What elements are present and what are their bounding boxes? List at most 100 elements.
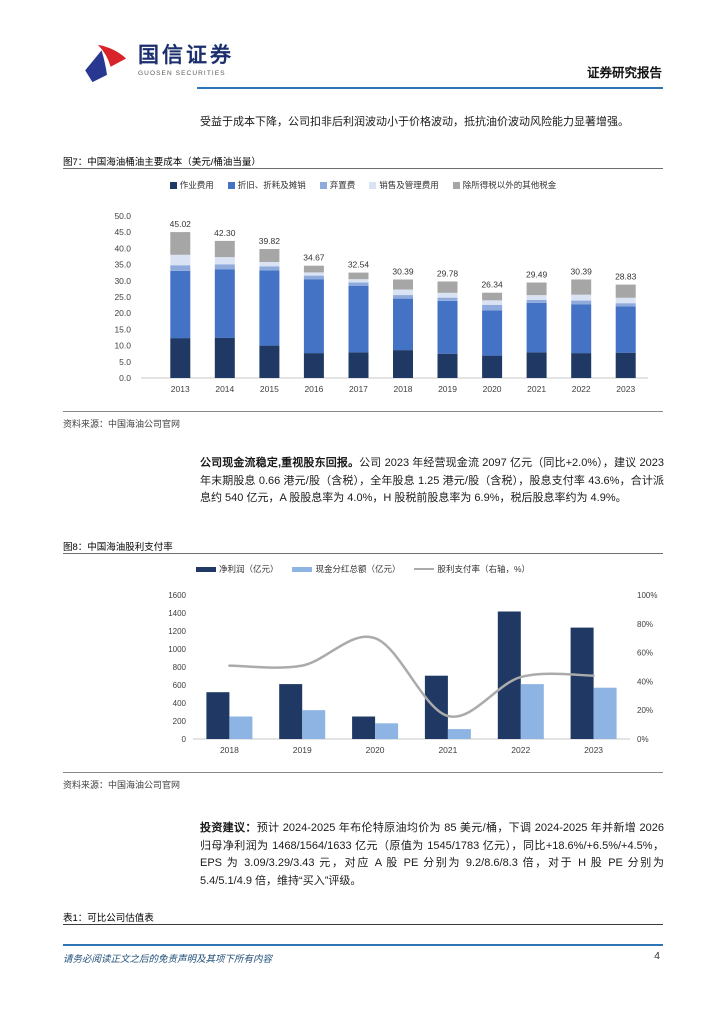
table1-title-rule: [63, 924, 663, 925]
bar-segment: [482, 300, 503, 305]
x-tick-label: 2018: [220, 745, 239, 755]
bar-segment: [214, 240, 235, 258]
left-y-tick-label: 1600: [168, 591, 186, 600]
legend-swatch-icon: [292, 566, 313, 572]
x-tick-label: 2013: [171, 384, 190, 394]
figure8-title: 图8：中国海油股利支付率: [63, 542, 173, 553]
bar-segment: [393, 279, 413, 290]
bar-segment: [393, 295, 413, 299]
x-tick-label: 2015: [260, 384, 279, 394]
legend-swatch-icon: [169, 181, 177, 189]
header-rule: [197, 87, 663, 89]
y-tick-label: 35.0: [114, 260, 131, 270]
bar-segment: [571, 300, 592, 305]
page-number: 4: [654, 950, 660, 962]
bar-total-label: 34.67: [303, 253, 325, 263]
legend-label: 销售及管理费用: [379, 180, 439, 190]
paragraph-2-text: 公司 2023 年经营现金流 2097 亿元（同比+2.0%），建议 2023 …: [200, 457, 664, 504]
company-logo: 国信证券 GUOSEN SECURITIES: [84, 44, 234, 84]
figure7-legend: 作业费用 折旧、折耗及摊销 弃置费 销售及管理费用 除所得税以外的其他税金: [63, 179, 663, 191]
bar-segment: [571, 353, 592, 378]
legend-label: 除所得税以外的其他税金: [462, 180, 557, 190]
logo-text-en: GUOSEN SECURITIES: [138, 70, 226, 77]
x-tick-label: 2021: [527, 384, 546, 394]
paragraph-2-lead: 公司现金流稳定,重视股东回报。: [200, 457, 360, 469]
net-profit-bar: [497, 611, 521, 739]
dividend-bar: [520, 684, 544, 739]
left-y-tick-label: 800: [173, 663, 187, 672]
y-tick-label: 15.0: [114, 324, 131, 334]
bar-total-label: 29.78: [437, 269, 459, 279]
bar-segment: [303, 265, 324, 273]
bar-segment: [482, 304, 503, 311]
bar-segment: [437, 292, 458, 298]
bar-segment: [482, 292, 503, 301]
paragraph-cost-decline: 受益于成本下降，公司扣非后利润波动小于价格波动，抵抗油价波动风险能力显著增强。: [200, 114, 664, 132]
paragraph-3-text: 预计 2024-2025 年布伦特原油均价为 85 美元/桶，下调 2024-2…: [200, 822, 664, 887]
bar-segment: [526, 282, 547, 296]
y-tick-label: 5.0: [119, 357, 131, 367]
bar-segment: [571, 304, 592, 354]
figure8-bottom-rule: [63, 772, 663, 773]
y-tick-label: 0.0: [119, 373, 131, 383]
y-tick-label: 30.0: [114, 276, 131, 286]
net-profit-bar: [206, 692, 230, 739]
bar-segment: [526, 302, 547, 353]
bar-segment: [214, 269, 235, 338]
bar-total-label: 30.39: [571, 267, 593, 277]
left-y-tick-label: 600: [173, 681, 187, 690]
y-tick-label: 50.0: [114, 211, 131, 221]
bar-segment: [214, 264, 235, 270]
bar-segment: [303, 275, 324, 280]
bar-total-label: 39.82: [259, 236, 281, 246]
legend-label: 弃置费: [329, 180, 356, 190]
x-tick-label: 2022: [572, 384, 591, 394]
figure8-title-rule: [63, 553, 663, 554]
legend-item: 现金分红总额（亿元）: [292, 563, 400, 575]
bar-segment: [482, 355, 503, 378]
x-tick-label: 2019: [438, 384, 457, 394]
bar-segment: [571, 279, 592, 295]
bar-segment: [615, 303, 636, 307]
legend-item: 作业费用: [169, 179, 214, 191]
figure7-title-rule: [63, 168, 663, 169]
x-tick-label: 2022: [511, 745, 530, 755]
paragraph-investment-advice: 投资建议：预计 2024-2025 年布伦特原油均价为 85 美元/桶，下调 2…: [200, 820, 664, 890]
bar-segment: [259, 249, 280, 262]
table1-title: 表1：可比公司估值表: [63, 913, 154, 924]
bar-segment: [526, 295, 547, 300]
right-y-tick-label: 100%: [637, 591, 657, 600]
left-y-tick-label: 1400: [168, 609, 186, 618]
x-tick-label: 2021: [438, 745, 457, 755]
dividend-bar: [593, 687, 617, 739]
guosen-logo-icon: [85, 44, 127, 83]
right-y-tick-label: 0%: [637, 735, 649, 744]
bar-segment: [348, 352, 369, 378]
legend-swatch-icon: [414, 568, 435, 570]
legend-swatch-icon: [227, 181, 235, 189]
net-profit-bar: [279, 684, 303, 739]
bar-segment: [571, 294, 592, 301]
bar-segment: [214, 257, 235, 265]
bar-segment: [259, 345, 280, 378]
left-y-tick-label: 400: [173, 699, 187, 708]
dividend-bar: [447, 729, 471, 739]
bar-segment: [259, 266, 280, 271]
bar-segment: [437, 353, 458, 378]
x-tick-label: 2016: [304, 384, 323, 394]
bar-total-label: 42.30: [214, 228, 236, 238]
legend-item: 净利润（亿元）: [195, 563, 278, 575]
bar-segment: [348, 272, 369, 280]
legend-swatch-icon: [319, 181, 327, 189]
figure7-title: 图7：中国海油桶油主要成本（美元/桶油当量）: [63, 157, 261, 168]
legend-item: 折旧、折耗及摊销: [227, 179, 306, 191]
right-y-tick-label: 40%: [637, 677, 653, 686]
legend-label: 股利支付率（右轴，%）: [437, 564, 531, 574]
legend-label: 折旧、折耗及摊销: [237, 180, 306, 190]
x-tick-label: 2014: [215, 384, 234, 394]
bar-segment: [393, 289, 413, 295]
legend-label: 作业费用: [179, 180, 214, 190]
bar-total-label: 28.83: [615, 272, 637, 282]
figure8-source: 资料来源：中国海油公司官网: [63, 780, 181, 790]
bar-segment: [615, 297, 636, 304]
